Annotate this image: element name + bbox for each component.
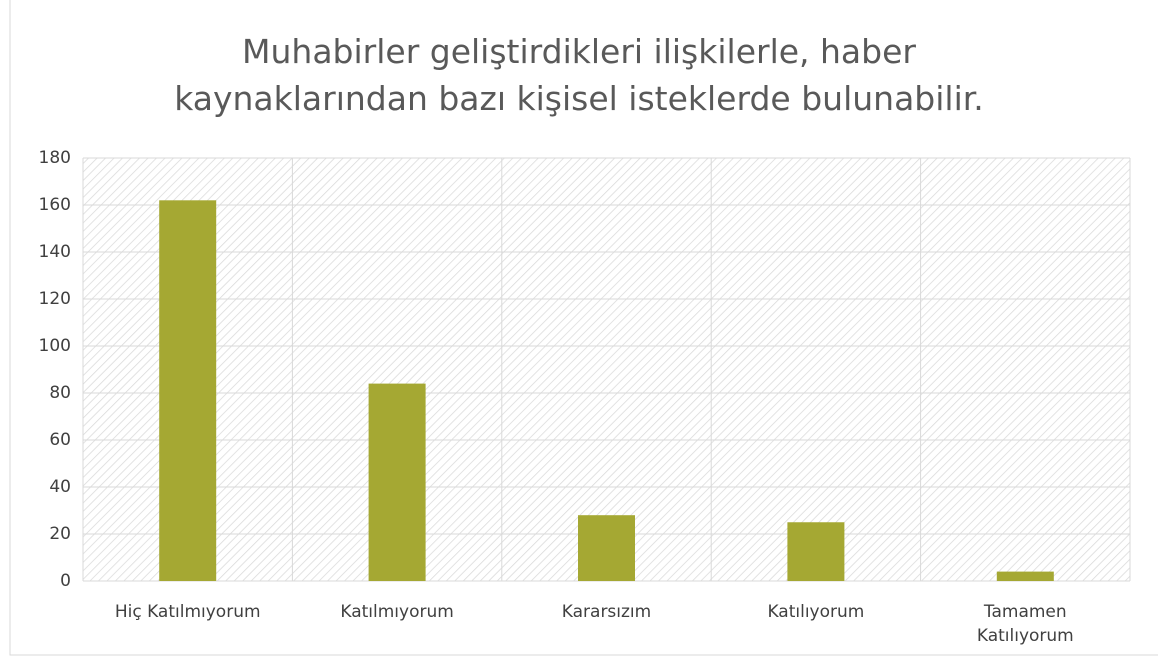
bar	[578, 515, 635, 581]
chart-title: Muhabirler geliştirdikleri ilişkilerle, …	[174, 32, 984, 118]
y-tick-label: 100	[38, 336, 71, 356]
bar	[787, 522, 845, 581]
y-tick-label: 180	[38, 148, 71, 168]
y-tick-label: 20	[49, 524, 71, 544]
x-tick-label: Katılıyorum	[767, 602, 865, 622]
x-tick-label: Tamamen Katılıyorum	[976, 602, 1074, 646]
plot-area	[83, 158, 1130, 581]
y-tick-label: 40	[49, 477, 71, 497]
bar	[996, 571, 1054, 581]
y-tick-label: 160	[38, 195, 71, 215]
bar	[159, 200, 217, 582]
bar	[368, 383, 426, 581]
x-tick-label: Kararsızım	[561, 602, 652, 622]
y-tick-label: 60	[49, 430, 71, 450]
y-tick-label: 80	[49, 383, 71, 403]
chart-border	[9, 0, 1158, 656]
x-tick-label: Katılmıyorum	[340, 602, 454, 622]
x-tick-label: Hiç Katılmıyorum	[114, 602, 261, 622]
y-tick-label: 0	[60, 571, 71, 591]
y-tick-label: 120	[38, 289, 71, 309]
y-tick-label: 140	[38, 242, 71, 262]
